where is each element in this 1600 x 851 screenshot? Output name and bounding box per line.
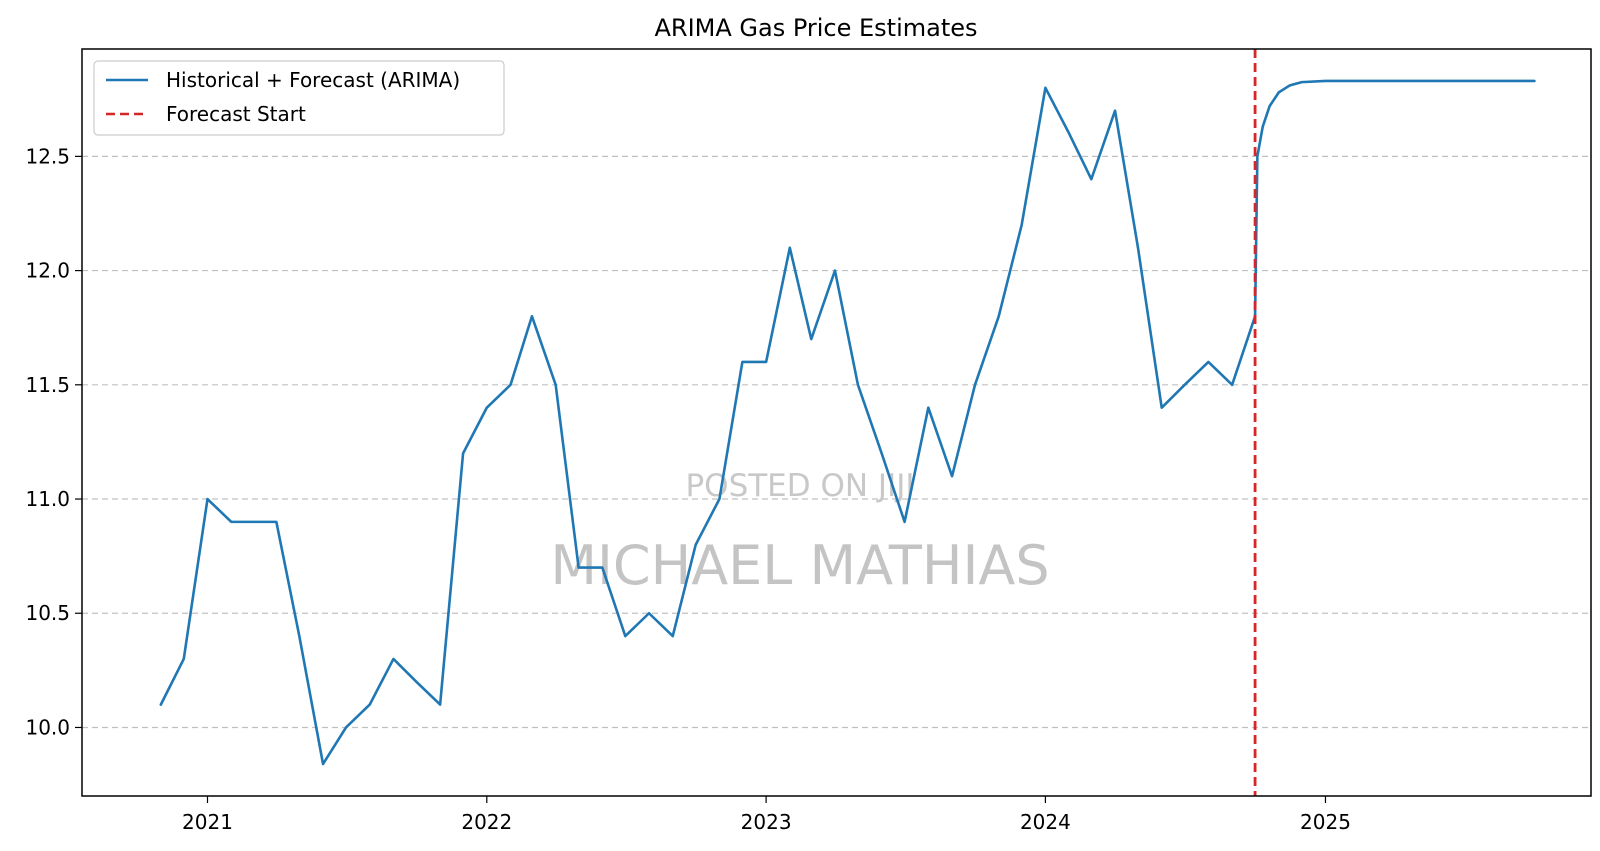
plot-area-frame (81, 48, 1592, 797)
y-tick-label: 10.0 (25, 715, 70, 739)
chart-title: ARIMA Gas Price Estimates (654, 14, 977, 42)
y-tick-label: 11.5 (25, 373, 70, 397)
y-tick-label: 12.0 (25, 259, 70, 283)
x-tick-label: 2021 (182, 810, 233, 834)
legend-box (93, 60, 505, 136)
x-tick-label: 2024 (1020, 810, 1071, 834)
watermark-line-2: MICHAEL MATHIAS (550, 534, 1049, 597)
x-tick-label: 2025 (1300, 810, 1351, 834)
legend-label-series: Historical + Forecast (ARIMA) (166, 68, 460, 92)
watermark: POSTED ON JIJI MICHAEL MATHIAS (550, 468, 1049, 597)
x-axis: 2021 2022 2023 2024 2025 (182, 796, 1351, 834)
x-tick-label: 2022 (461, 810, 512, 834)
series-line (159, 79, 1536, 766)
grid-lines (82, 155, 1591, 729)
y-tick-label: 10.5 (25, 601, 70, 625)
y-tick-label: 11.0 (25, 487, 70, 511)
x-tick-label: 2023 (741, 810, 792, 834)
series-layer (159, 79, 1536, 766)
legend: Historical + Forecast (ARIMA) Forecast S… (93, 60, 505, 136)
y-tick-label: 12.5 (25, 144, 70, 168)
y-axis: 10.0 10.5 11.0 11.5 12.0 12.5 (25, 144, 82, 739)
legend-label-forecast-start: Forecast Start (166, 102, 306, 126)
